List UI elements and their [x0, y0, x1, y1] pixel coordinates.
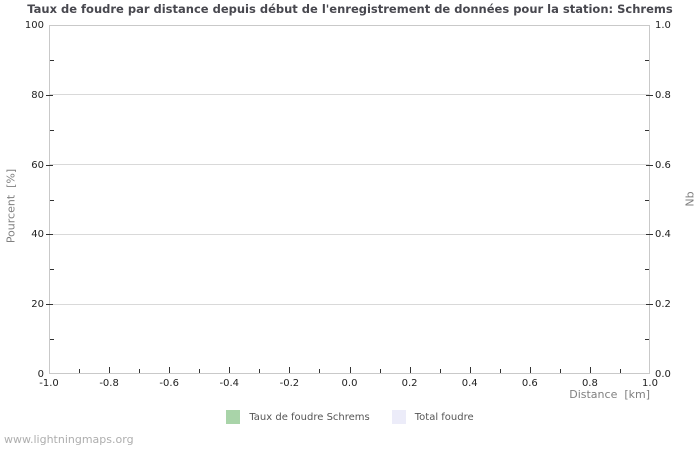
x-minor-tick [619, 369, 621, 373]
y-tick-label: 20 [31, 299, 44, 311]
x-tick-label: -0.8 [99, 378, 119, 389]
y-major-tick [46, 234, 53, 236]
x-minor-tick [79, 369, 81, 373]
x-major-tick [169, 367, 171, 373]
x-minor-tick [559, 369, 561, 373]
y2-minor-tick [645, 269, 649, 271]
x-major-tick [289, 367, 291, 373]
x-minor-tick [499, 369, 501, 373]
legend-swatch-taux-de-foudre [226, 410, 241, 424]
chart-title: Taux de foudre par distance depuis début… [27, 2, 673, 16]
x-minor-tick [199, 369, 201, 373]
y-minor-tick [50, 269, 54, 271]
gridline-y-40 [50, 233, 649, 235]
x-tick-label: -0.6 [159, 378, 179, 389]
x-major-tick [229, 367, 231, 373]
chart-legend: Taux de foudre Schrems Total foudre [0, 408, 700, 426]
y-tick-label: 40 [31, 229, 44, 241]
y2-tick-label: 0.6 [655, 159, 671, 171]
x-tick-label: 0.8 [581, 378, 598, 389]
y2-major-tick [646, 234, 653, 236]
x-tick-label: 0.2 [401, 378, 418, 389]
y2-tick-label: 0.2 [655, 299, 671, 311]
gridline-y-20 [50, 303, 649, 305]
y2-minor-tick [645, 199, 649, 201]
y-tick-label: 100 [24, 20, 44, 31]
y-major-tick [46, 164, 53, 166]
x-major-tick [349, 367, 351, 373]
x-major-tick [109, 367, 111, 373]
y2-major-tick [646, 94, 653, 96]
legend-swatch-total-foudre [391, 410, 406, 424]
y-minor-tick [50, 199, 54, 201]
x-minor-tick [439, 369, 441, 373]
plot-area [49, 25, 650, 374]
legend-item-taux-de-foudre: Taux de foudre Schrems [226, 410, 370, 424]
y2-major-tick [646, 304, 653, 306]
x-major-tick [409, 367, 411, 373]
y2-minor-tick [645, 59, 649, 61]
x-minor-tick [259, 369, 261, 373]
x-tick-label: -1.0 [39, 378, 59, 389]
y-tick-label: 80 [31, 89, 44, 101]
y-major-tick [46, 304, 53, 306]
y-axis-label-right: Nb [683, 191, 697, 207]
watermark-link: www.lightningmaps.org [4, 433, 134, 446]
y2-tick-label: 1.0 [655, 20, 671, 31]
y-minor-tick [50, 339, 54, 341]
y-tick-label: 0 [37, 369, 44, 380]
x-minor-tick [139, 369, 141, 373]
x-tick-label: 1.0 [642, 378, 658, 389]
x-tick-label: 0.0 [341, 378, 358, 389]
x-tick-label: -0.2 [279, 378, 300, 389]
gridline-y-60 [50, 164, 649, 166]
x-major-tick [589, 367, 591, 373]
legend-label-total-foudre: Total foudre [414, 411, 474, 423]
y-tick-label: 60 [31, 159, 44, 171]
y2-tick-label: 0.8 [655, 89, 671, 101]
y2-tick-label: 0.0 [655, 369, 671, 380]
x-major-tick [529, 367, 531, 373]
y2-major-tick [646, 164, 653, 166]
x-tick-label: 0.4 [461, 378, 478, 389]
y-minor-tick [50, 59, 54, 61]
x-axis-label: Distance [km] [569, 388, 650, 401]
legend-item-total-foudre: Total foudre [391, 410, 474, 424]
x-major-tick [469, 367, 471, 373]
gridline-y-80 [50, 94, 649, 96]
x-tick-label: -0.4 [219, 378, 240, 389]
x-tick-label: 0.6 [521, 378, 538, 389]
y-minor-tick [50, 129, 54, 131]
legend-label-taux-de-foudre: Taux de foudre Schrems [249, 411, 370, 423]
y-major-tick [46, 94, 53, 96]
y2-minor-tick [645, 339, 649, 341]
y2-tick-label: 0.4 [655, 229, 671, 241]
x-minor-tick [319, 369, 321, 373]
x-minor-tick [379, 369, 381, 373]
y2-minor-tick [645, 129, 649, 131]
